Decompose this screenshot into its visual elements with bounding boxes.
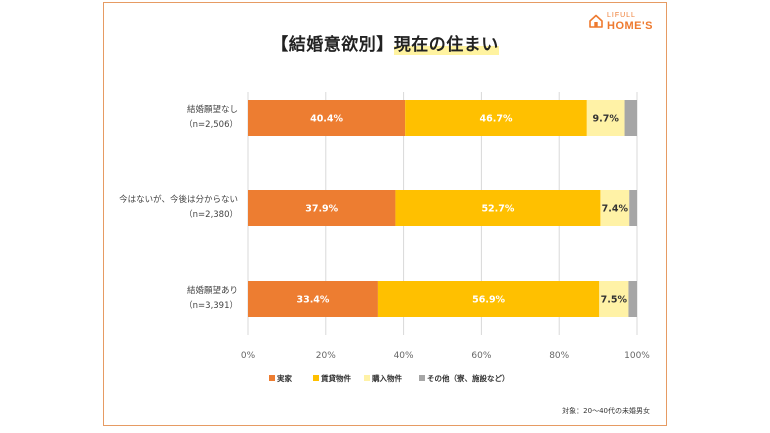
bar-segment: [248, 281, 378, 317]
bar-segment: [599, 281, 629, 317]
footnote: 対象：20～40代の未婚男女: [562, 407, 650, 415]
bar-segment: [628, 281, 637, 317]
chart-title: 【結婚意欲別】現在の住まい: [0, 30, 770, 55]
category-name: 今はないが、今後は分からない: [119, 195, 238, 205]
category-label-1: 今はないが、今後は分からない （n=2,380）: [8, 193, 238, 223]
data-label: 46.7%: [480, 114, 513, 125]
data-label: 56.9%: [472, 295, 505, 306]
bar-segment: [248, 100, 406, 136]
category-name: 結婚願望なし: [186, 105, 238, 115]
logo-line2: HOME'S: [607, 20, 653, 32]
legend-label: 賃貸物件: [320, 373, 351, 383]
data-label: 9.7%: [593, 114, 620, 125]
x-tick-label: 80%: [549, 351, 569, 361]
x-tick-label: 0%: [241, 351, 256, 361]
bar-segment: [395, 190, 601, 226]
category-n: （n=2,380）: [184, 210, 238, 220]
x-tick-label: 60%: [471, 351, 491, 361]
category-label-2: 結婚願望あり （n=3,391）: [8, 284, 238, 314]
category-name: 結婚願望あり: [186, 286, 238, 296]
data-label: 52.7%: [481, 204, 514, 215]
data-label: 40.4%: [310, 114, 343, 125]
title-highlight: 現在の住まい: [393, 35, 499, 55]
title-prefix: 【結婚意欲別】: [271, 35, 394, 55]
legend-label: 実家: [277, 373, 292, 383]
legend-swatch: [419, 375, 425, 381]
legend-swatch: [364, 375, 370, 381]
legend-swatch: [269, 375, 275, 381]
bar-segment: [600, 190, 630, 226]
legend-label: その他（寮、施設など）: [427, 373, 510, 383]
data-label: 37.9%: [305, 204, 338, 215]
bar-segment: [377, 281, 600, 317]
data-label: 7.5%: [601, 295, 628, 306]
x-tick-label: 100%: [624, 351, 650, 361]
bar-segment: [586, 100, 625, 136]
house-icon: [589, 14, 603, 28]
data-label: 33.4%: [296, 295, 329, 306]
bar-segment: [624, 100, 637, 136]
bar-segment: [405, 100, 587, 136]
bar-segment: [629, 190, 637, 226]
legend-swatch: [313, 375, 319, 381]
bar-segment: [248, 190, 396, 226]
data-label: 7.4%: [602, 204, 629, 215]
x-tick-label: 20%: [316, 351, 336, 361]
category-n: （n=3,391）: [184, 301, 238, 311]
logo-line1: LIFULL: [607, 12, 636, 19]
category-n: （n=2,506）: [184, 120, 238, 130]
legend-label: 購入物件: [371, 373, 402, 383]
x-tick-label: 40%: [394, 351, 414, 361]
category-label-0: 結婚願望なし （n=2,506）: [8, 103, 238, 133]
